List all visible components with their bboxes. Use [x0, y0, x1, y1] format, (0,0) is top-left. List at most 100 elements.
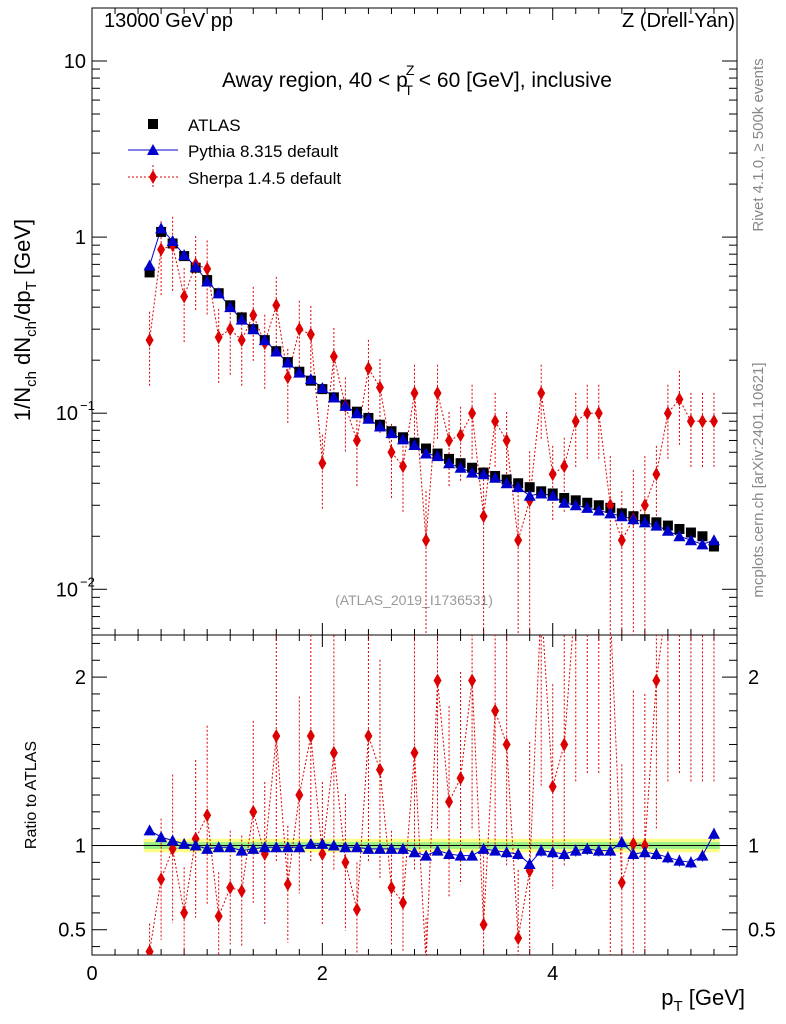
sherpa-point: [491, 414, 500, 429]
ratio-tick-label-right: 0.5: [748, 920, 776, 942]
sherpa-ratio-point: [617, 875, 626, 890]
pythia-point: [477, 468, 490, 480]
sherpa-point: [571, 414, 580, 429]
pythia-point: [143, 259, 156, 271]
legend-sherpa-marker: [149, 170, 157, 184]
pythia-point: [558, 496, 571, 508]
legend-atlas-label: ATLAS: [188, 116, 241, 135]
pythia-ratio-point: [373, 842, 386, 854]
sherpa-point: [583, 406, 592, 421]
pythia-ratio-point: [408, 846, 421, 858]
sherpa-point: [479, 509, 488, 524]
pythia-ratio-point: [546, 846, 559, 858]
sherpa-ratio-point: [387, 880, 396, 895]
pythia-ratio-point: [293, 841, 306, 853]
pythia-point: [350, 407, 363, 419]
sherpa-ratio-point: [698, 586, 706, 600]
legend-pythia-label: Pythia 8.315 default: [188, 142, 339, 161]
sherpa-ratio-point: [410, 745, 419, 760]
sherpa-point: [203, 261, 212, 276]
pythia-ratio-point: [592, 844, 605, 856]
sherpa-ratio-point: [548, 779, 557, 794]
pythia-ratio-point: [477, 842, 490, 854]
pythia-ratio-point: [454, 849, 467, 861]
pythia-point: [189, 260, 202, 272]
header-right: Z (Drell-Yan): [622, 10, 735, 32]
main-frame: [91, 7, 738, 636]
pythia-ratio-point: [235, 844, 248, 856]
pythia-ratio-point: [166, 834, 179, 846]
header-left: 13000 GeV pp: [104, 10, 233, 32]
pythia-point: [581, 501, 594, 513]
sherpa-point: [709, 414, 718, 429]
analysis-id: (ATLAS_2019_I1736531): [335, 592, 493, 608]
pythia-ratio-point: [385, 842, 398, 854]
pythia-ratio-point: [569, 844, 582, 856]
pythia-point: [523, 489, 536, 501]
y-axis-label: 1/Nch dNch/dpT [GeV]: [10, 219, 40, 421]
pythia-point: [638, 516, 651, 528]
sherpa-ratio-point: [445, 794, 454, 809]
sherpa-point: [226, 322, 235, 337]
pythia-point: [512, 481, 525, 493]
sherpa-ratio-point: [433, 673, 442, 688]
sherpa-ratio-point: [502, 737, 511, 752]
sherpa-point: [352, 433, 361, 448]
pythia-ratio-point: [650, 847, 663, 859]
pythia-ratio-point: [707, 827, 720, 839]
ratio-tick-label: 1: [75, 836, 86, 858]
atlas-point: [697, 531, 708, 542]
side-label-mcplots: mcplots.cern.ch [arXiv:2401.10621]: [750, 362, 767, 597]
pythia-ratio-point: [500, 846, 513, 858]
pythia-point: [569, 499, 582, 511]
pythia-ratio-point: [155, 831, 168, 843]
sherpa-ratio-point: [640, 838, 649, 853]
pythia-point: [592, 504, 605, 516]
sherpa-point: [548, 467, 557, 482]
pythia-point: [373, 420, 386, 432]
sherpa-point: [272, 298, 281, 313]
pythia-point: [212, 287, 225, 299]
pythia-point: [155, 222, 168, 234]
sherpa-point: [445, 433, 454, 448]
sherpa-ratio-point: [318, 846, 327, 861]
sherpa-ratio-point: [675, 569, 683, 583]
sherpa-ratio-point: [514, 931, 523, 946]
pythia-ratio-point: [489, 844, 502, 856]
pythia-point: [247, 323, 260, 335]
atlas-point: [685, 527, 696, 538]
pythia-point: [258, 334, 271, 346]
pythia-ratio-point: [189, 839, 202, 851]
pythia-point: [281, 356, 294, 368]
sherpa-ratio-point: [226, 880, 235, 895]
pythia-ratio-point: [270, 841, 283, 853]
sherpa-ratio-point: [479, 917, 488, 932]
sherpa-ratio-point: [214, 909, 223, 924]
pythia-point: [615, 510, 628, 522]
sherpa-point: [237, 333, 246, 348]
sherpa-point: [329, 349, 338, 364]
sherpa-ratio-point: [272, 729, 281, 744]
pythia-point: [270, 345, 283, 357]
sherpa-ratio-point: [191, 831, 200, 846]
sherpa-ratio-point: [364, 729, 373, 744]
sherpa-point: [514, 533, 523, 548]
side-label-rivet: Rivet 4.1.0, ≥ 500k events: [750, 58, 767, 231]
pythia-point: [235, 313, 248, 325]
pythia-point: [166, 235, 179, 247]
sherpa-point: [306, 327, 315, 342]
pythia-point: [546, 489, 559, 501]
pythia-point: [362, 412, 375, 424]
pythia-ratio-point: [638, 846, 651, 858]
ratio-tick-label-right: 2: [748, 667, 759, 689]
x-tick-label: 4: [547, 963, 558, 985]
main-series: [143, 216, 720, 635]
sherpa-ratio-point: [237, 884, 246, 898]
pythia-ratio-point: [304, 837, 317, 849]
pythia-point: [420, 447, 433, 459]
sherpa-point: [456, 428, 465, 443]
pythia-ratio-point: [512, 847, 525, 859]
pythia-point: [489, 471, 502, 483]
pythia-point: [650, 519, 663, 531]
pythia-ratio-point: [696, 849, 709, 861]
